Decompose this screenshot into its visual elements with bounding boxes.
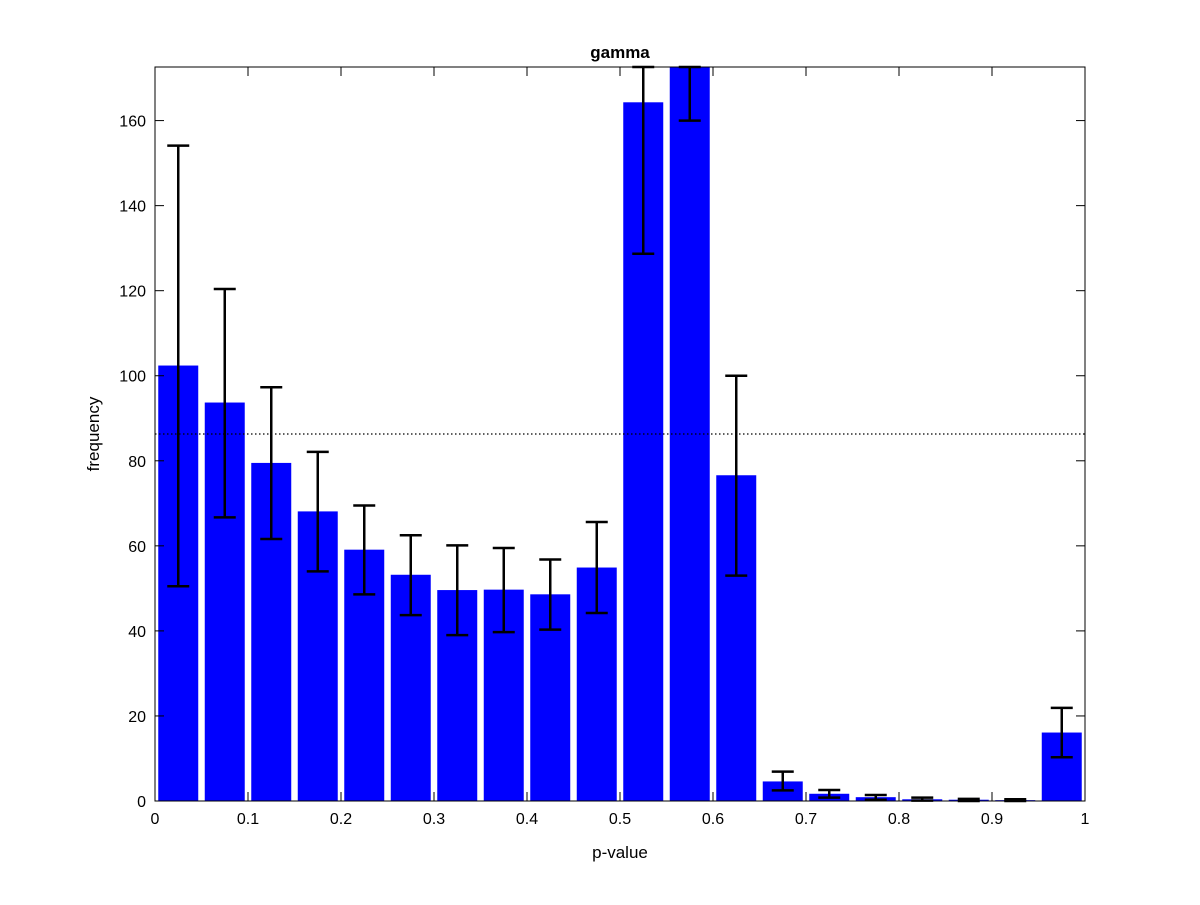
x-tick-label: 0.7	[795, 811, 817, 828]
x-tick-label: 0.1	[237, 811, 259, 828]
x-tick-label: 0.4	[516, 811, 538, 828]
y-axis-label: frequency	[84, 396, 103, 471]
x-tick-label: 0.3	[423, 811, 445, 828]
y-tick-label: 100	[119, 369, 146, 386]
chart-title: gamma	[590, 43, 650, 62]
x-tick-label: 1	[1081, 811, 1090, 828]
error-bars-layer	[167, 65, 1073, 803]
x-tick-label: 0.8	[888, 811, 910, 828]
y-tick-label: 20	[128, 709, 146, 726]
y-tick-label: 0	[137, 794, 146, 811]
x-tick-label: 0.5	[609, 811, 631, 828]
y-tick-label: 160	[119, 114, 146, 131]
y-ticks-layer: 0 20 40 60 80 100 120 140 160	[119, 114, 1085, 811]
y-tick-label: 40	[128, 624, 146, 641]
x-tick-label: 0.9	[981, 811, 1003, 828]
y-tick-label: 120	[119, 284, 146, 301]
y-tick-label: 60	[128, 539, 146, 556]
y-tick-label: 80	[128, 454, 146, 471]
x-tick-label: 0.2	[330, 811, 352, 828]
x-axis-label: p-value	[592, 843, 648, 862]
x-tick-label: 0.6	[702, 811, 724, 828]
x-tick-label: 0	[151, 811, 160, 828]
y-tick-label: 140	[119, 199, 146, 216]
x-ticks-layer: 0 0.1 0.2 0.3 0.4 0.5 0.6 0.7 0.8 0.9 1	[151, 67, 1090, 828]
bars-layer	[158, 67, 1082, 802]
